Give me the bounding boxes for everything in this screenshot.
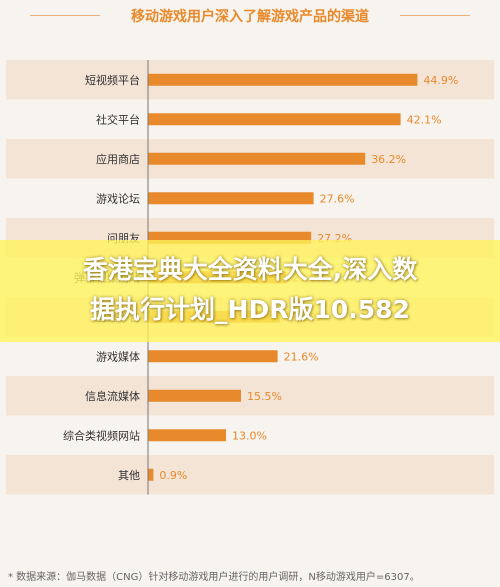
- category-label: 游戏论坛: [96, 191, 140, 205]
- category-label: 信息流媒体: [85, 389, 140, 403]
- value-label: 13.0%: [232, 429, 267, 442]
- banner-line-1: 香港宝典大全资料大全,深入数: [82, 255, 418, 284]
- category-label: 短视频平台: [85, 73, 140, 87]
- value-label: 0.9%: [159, 469, 187, 482]
- value-label: 27.6%: [320, 192, 355, 205]
- value-label: 36.2%: [371, 153, 406, 166]
- row-background: [6, 455, 494, 495]
- bar: [148, 152, 366, 165]
- row-background: [6, 415, 494, 455]
- value-label: 42.1%: [407, 113, 442, 126]
- value-label: 44.9%: [423, 74, 458, 87]
- source-footnote: * 数据来源：伽马数据（CNG）针对移动游戏用户进行的用户调研，N移动游戏用户=…: [8, 572, 420, 583]
- page-title: 移动游戏用户深入了解游戏产品的渠道: [131, 9, 369, 25]
- banner-text: 香港宝典大全资料大全,深入数 据执行计划_HDR版10.582: [0, 250, 500, 330]
- title-line-right: [400, 15, 470, 16]
- bar: [148, 389, 241, 402]
- value-label: 15.5%: [247, 390, 282, 403]
- title-line-left: [30, 15, 100, 16]
- bar: [148, 113, 401, 126]
- banner-overlay: [0, 240, 500, 342]
- category-label: 其他: [118, 469, 140, 482]
- banner-line-2: 据执行计划_HDR版10.582: [90, 295, 410, 324]
- bar: [148, 468, 154, 481]
- bar: [148, 350, 278, 363]
- category-label: 游戏媒体: [96, 349, 140, 363]
- row-background: [6, 376, 494, 416]
- bar: [148, 73, 418, 86]
- category-label: 应用商店: [96, 152, 140, 166]
- category-label: 社交平台: [96, 112, 140, 126]
- category-label: 综合类视频网站: [63, 428, 140, 442]
- bar: [148, 192, 314, 205]
- value-label: 21.6%: [284, 350, 319, 363]
- bar: [148, 429, 226, 442]
